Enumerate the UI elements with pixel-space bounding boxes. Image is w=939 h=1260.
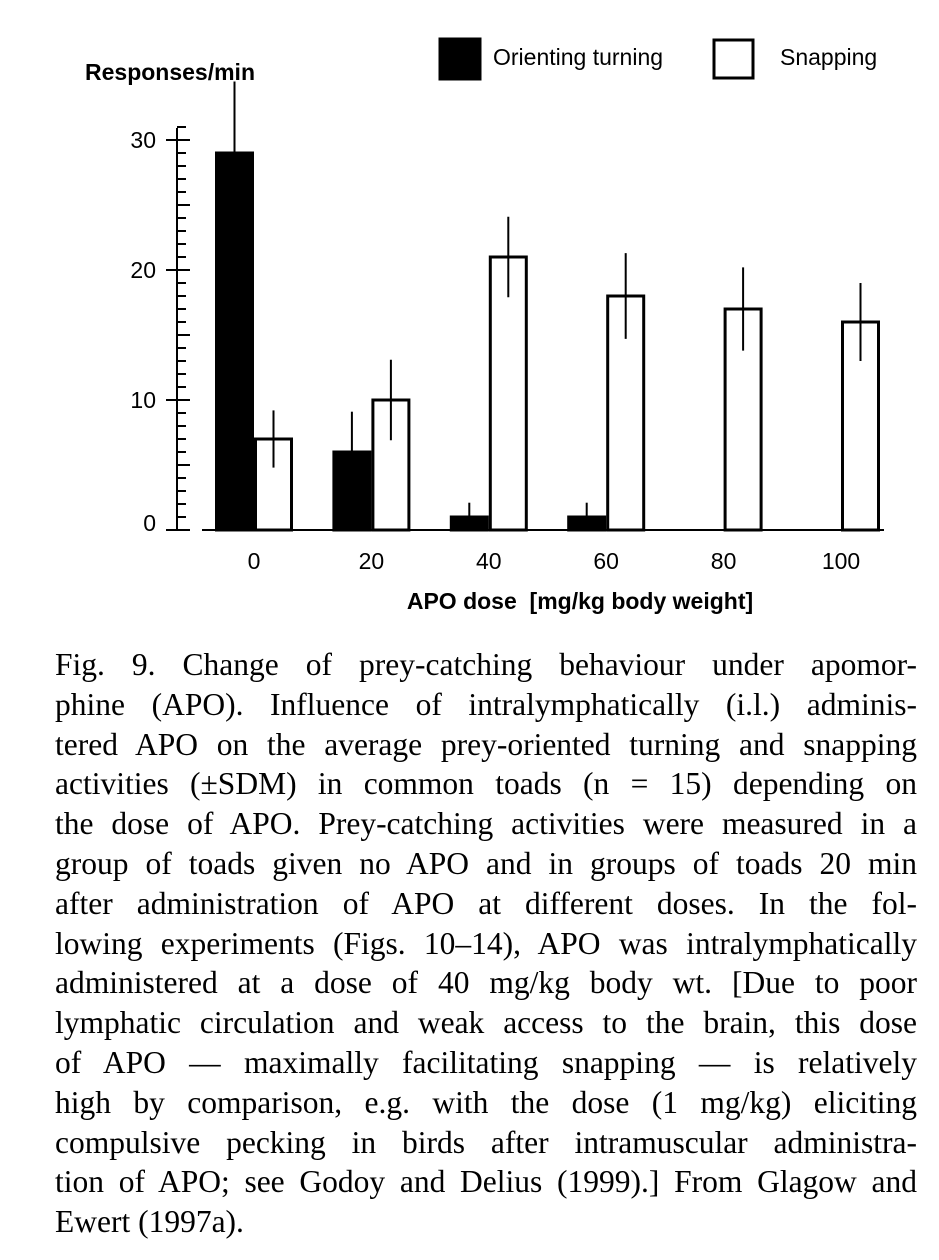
plot-area: 0 10 20 30 0 20 40 60 80 100 — [130, 81, 884, 574]
caption-line: phine (APO). Influence of intralymphatic… — [55, 686, 917, 722]
caption-line: Fig. 9. Change of prey-catching behaviou… — [55, 647, 917, 682]
y-tick-label: 10 — [130, 387, 156, 413]
x-tick-label: 60 — [593, 548, 619, 574]
caption-line: the dose of APO. Prey-catching activitie… — [55, 806, 917, 842]
caption-line: after administration of APO at different… — [55, 885, 917, 921]
caption-line: Ewert (1997a). — [55, 1204, 244, 1240]
x-tick-label: 80 — [711, 548, 737, 574]
x-axis-label: APO dose [mg/kg body weight] — [407, 588, 753, 614]
caption-line: activities (±SDM) in common toads (n = 1… — [55, 766, 917, 802]
caption-line: compulsive pecking in birds after intram… — [55, 1124, 917, 1160]
legend-label-snapping: Snapping — [780, 44, 877, 70]
bar-chart: Responses/min APO dose [mg/kg body weigh… — [85, 37, 884, 614]
legend-label-orienting-turning: Orienting turning — [493, 44, 663, 70]
x-tick-label: 20 — [359, 548, 385, 574]
caption-line: tered APO on the average prey-oriented t… — [55, 726, 917, 762]
x-tick-label: 100 — [822, 548, 860, 574]
x-tick-label: 40 — [476, 548, 502, 574]
caption-line: lowing experiments (Figs. 10–14), APO wa… — [55, 925, 917, 961]
x-tick-label: 0 — [248, 548, 261, 574]
legend-swatch-orienting-turning — [438, 37, 482, 81]
caption-line: high by comparison, e.g. with the dose (… — [55, 1084, 917, 1120]
y-tick-label: 0 — [143, 510, 156, 536]
caption-line: group of toads given no APO and in group… — [55, 845, 917, 881]
y-tick-label: 30 — [130, 127, 156, 153]
bar-orienting-turning — [215, 151, 254, 532]
caption-line: administered at a dose of 40 mg/kg body … — [55, 965, 917, 1001]
caption-line: tion of APO; see Godoy and Delius (1999)… — [55, 1164, 917, 1200]
figure-caption: Fig. 9. Change of prey-catching behaviou… — [55, 645, 917, 1242]
y-tick-label: 20 — [130, 257, 156, 283]
caption-line: lymphatic circulation and weak access to… — [55, 1005, 917, 1041]
bar-orienting-turning — [449, 515, 489, 532]
bar-snapping — [488, 255, 528, 532]
bar-orienting-turning — [332, 450, 372, 532]
caption-line: of APO — maximally facilitating snapping… — [55, 1044, 917, 1080]
legend-swatch-snapping — [712, 38, 755, 80]
y-axis-label: Responses/min — [85, 59, 255, 85]
bar-orienting-turning — [567, 515, 607, 532]
legend: Orienting turning Snapping — [438, 37, 877, 81]
